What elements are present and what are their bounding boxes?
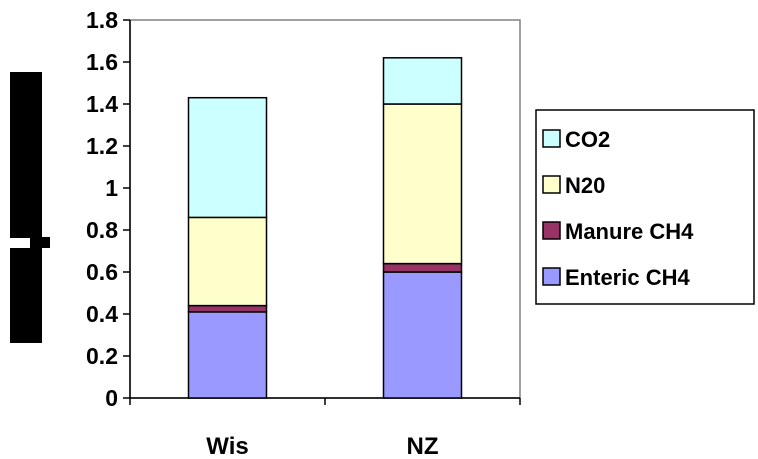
legend: CO2 N20 Manure CH4 Enteric CH4 [535,109,755,305]
legend-label: N20 [565,173,605,198]
bar-segment-manure-ch4-wis [187,304,268,313]
bar-segment-co2-nz [382,57,463,105]
legend-swatch [542,129,561,148]
legend-swatch [542,221,561,240]
bar-segment-n20-nz [382,103,463,265]
y-tick-label: 1.4 [86,91,118,117]
y-tick-label: 1.6 [86,49,118,75]
bar-segment-manure-ch4-nz [382,262,463,273]
bar-segment-n20-wis [187,216,268,307]
y-tick-label: 0.8 [86,217,118,243]
legend-swatch [542,267,561,286]
x-axis: Wis NZ [129,397,521,459]
bar-segment-enteric-ch4-wis [187,311,268,399]
legend-swatch [542,175,561,194]
redaction-mark [10,72,50,343]
y-tick-label: 1.8 [86,7,118,33]
y-tick-label: 1 [105,175,118,201]
y-tick-label: 1.2 [86,133,118,159]
y-tick-label: 0.6 [86,259,118,285]
y-tick-label: 0 [105,385,118,411]
bar-segment-co2-wis [187,96,268,219]
legend-label: Enteric CH4 [565,265,690,290]
legend-label: CO2 [565,127,610,152]
y-tick-label: 0.2 [86,343,118,369]
legend-label: Manure CH4 [565,219,694,244]
x-tick-label: NZ [407,433,439,459]
bar-segment-enteric-ch4-nz [382,271,463,399]
bars [187,57,463,399]
x-tick-label: Wis [206,433,248,459]
legend-box [535,109,755,305]
y-axis: 0 0.2 0.4 0.6 0.8 1 1.2 1.4 1.6 1.8 [86,7,131,411]
y-tick-label: 0.4 [86,301,118,327]
